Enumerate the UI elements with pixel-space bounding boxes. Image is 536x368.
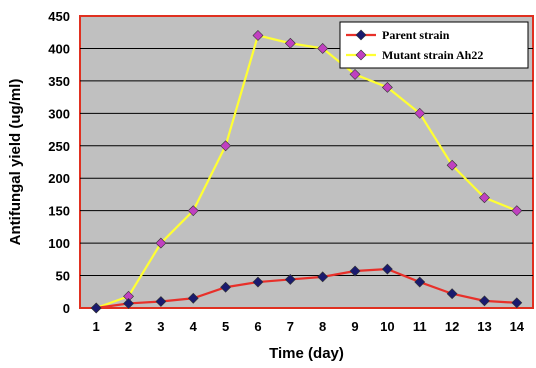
y-tick-label: 300 xyxy=(48,106,70,121)
data-point xyxy=(511,297,523,309)
y-tick-label: 200 xyxy=(48,171,70,186)
x-axis-title: Time (day) xyxy=(269,345,344,362)
data-point xyxy=(414,276,426,288)
data-point xyxy=(155,296,167,307)
data-point xyxy=(252,276,264,288)
legend-box xyxy=(339,21,529,69)
data-point xyxy=(479,192,490,204)
y-tick-label: 250 xyxy=(48,139,70,154)
data-point xyxy=(349,68,361,80)
y-tick-label: 0 xyxy=(63,301,70,316)
x-tick-label: 8 xyxy=(319,319,326,334)
y-axis-ticks: 0 50 100 150 200 250 300 350 400 450 xyxy=(48,9,70,316)
y-tick-label: 50 xyxy=(56,269,70,284)
data-point xyxy=(381,263,393,275)
x-tick-label: 9 xyxy=(351,319,358,334)
legend-swatch-marker xyxy=(355,29,367,41)
data-point xyxy=(446,159,458,171)
series-line xyxy=(96,267,517,310)
x-axis-ticks: 1 2 3 4 5 6 7 8 9 10 11 12 13 14 xyxy=(93,319,525,334)
y-tick-label: 150 xyxy=(48,204,70,219)
data-point xyxy=(155,237,167,249)
data-point xyxy=(511,205,523,217)
data-point xyxy=(479,295,490,307)
x-tick-label: 12 xyxy=(445,319,459,334)
x-tick-label: 2 xyxy=(125,319,132,334)
series-line xyxy=(95,34,518,310)
data-point xyxy=(317,43,329,54)
data-point xyxy=(317,271,329,283)
x-tick-label: 6 xyxy=(254,319,261,334)
data-point xyxy=(381,81,393,93)
data-point xyxy=(446,288,458,300)
x-tick-label: 7 xyxy=(287,319,294,334)
y-tick-label: 450 xyxy=(48,9,70,24)
data-point xyxy=(414,107,426,119)
data-point xyxy=(187,205,199,217)
series-lines xyxy=(90,30,523,314)
data-point xyxy=(349,265,361,277)
data-point xyxy=(220,140,232,152)
y-axis-title: Antifungal yield (ug/ml) xyxy=(7,79,24,246)
data-point xyxy=(123,298,134,309)
x-tick-label: 4 xyxy=(190,319,198,334)
series xyxy=(90,263,523,314)
data-point xyxy=(284,274,296,285)
x-tick-label: 3 xyxy=(157,319,164,334)
legend: Parent strain Mutant strain Ah22 xyxy=(339,21,529,69)
data-point xyxy=(90,302,102,314)
x-tick-label: 1 xyxy=(93,319,100,334)
x-tick-label: 14 xyxy=(510,319,525,334)
y-tick-label: 100 xyxy=(48,236,70,251)
x-tick-label: 5 xyxy=(222,319,229,334)
data-point xyxy=(252,30,264,41)
legend-swatch-marker xyxy=(355,49,367,61)
legend-label: Parent strain xyxy=(382,28,450,42)
x-tick-label: 10 xyxy=(380,319,394,334)
y-tick-label: 350 xyxy=(48,74,70,89)
data-point xyxy=(284,37,296,49)
y-tick-label: 400 xyxy=(48,41,70,56)
legend-label: Mutant strain Ah22 xyxy=(382,48,483,62)
data-point xyxy=(220,281,232,293)
x-tick-label: 13 xyxy=(477,319,491,334)
x-tick-label: 11 xyxy=(413,319,427,334)
data-point xyxy=(187,292,199,304)
